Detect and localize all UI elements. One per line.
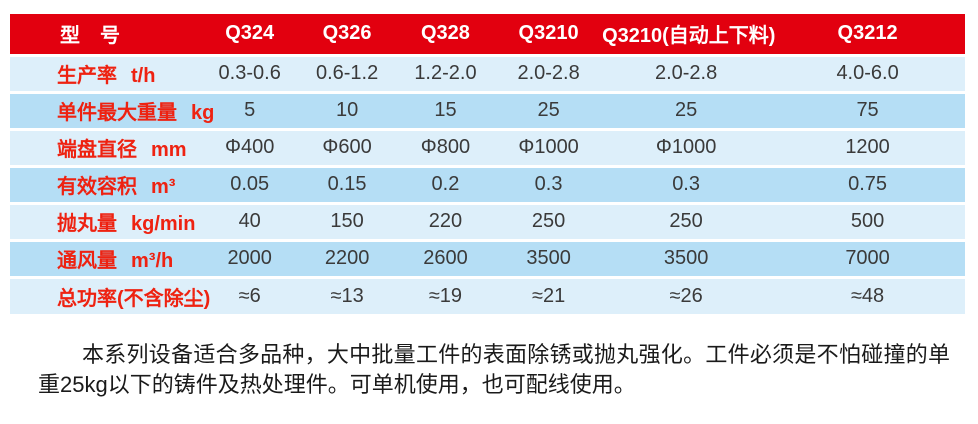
row-label: 生产率 t/h (10, 55, 201, 92)
cell-value: 75 (856, 99, 879, 121)
cell-value: 0.75 (848, 173, 888, 195)
row-unit: mm (151, 139, 187, 161)
cell-value: 4.0-6.0 (836, 62, 899, 84)
row-unit: m³/h (131, 250, 174, 272)
model-header-q3210-auto: Q3210(自动上下料) (602, 25, 776, 48)
table-row-shot-flow: 抛丸量 kg/min 40 150 220 250 250 500 (10, 203, 965, 240)
table-row-effective-volume: 有效容积 m³ 0.05 0.15 0.2 0.3 0.3 0.75 (10, 166, 965, 203)
row-label: 有效容积 m³ (10, 166, 201, 203)
cell-value: ≈13 (330, 284, 364, 307)
cell-value: 25 (674, 99, 698, 121)
row-label-text: 单件最大重量 (57, 102, 177, 124)
cell-value: 25 (537, 99, 560, 121)
spec-table-body: 生产率 t/h 0.3-0.6 0.6-1.2 1.2-2.0 2.0-2.8 2… (10, 55, 965, 314)
table-row-ventilation: 通风量 m³/h 2000 2200 2600 3500 3500 7000 (10, 240, 965, 277)
row-unit: kg/min (131, 213, 196, 235)
cell-value: 0.2 (431, 173, 460, 195)
spec-table-wrap: 型 号 Q324 Q326 Q328 Q3210 Q3210(自动上下料) Q3… (10, 14, 965, 314)
row-label: 总功率(不含除尘) (10, 277, 210, 314)
cell-value: 250 (669, 210, 703, 232)
cell-value: 2000 (227, 247, 272, 269)
cell-value: Φ400 (225, 136, 275, 158)
cell-value: 5 (244, 99, 256, 121)
model-header-q326: Q326 (322, 22, 372, 45)
cell-value: 0.3 (672, 173, 700, 195)
row-label-text: 总功率(不含除尘) (57, 287, 211, 310)
cell-value: 0.6-1.2 (315, 62, 379, 84)
cell-value: 220 (428, 210, 463, 232)
row-label: 抛丸量 kg/min (10, 203, 201, 240)
row-unit: m³ (151, 176, 176, 198)
cell-value: 0.3-0.6 (218, 62, 281, 84)
spec-table-header: 型 号 Q324 Q326 Q328 Q3210 Q3210(自动上下料) Q3… (10, 14, 965, 55)
cell-value: ≈21 (531, 284, 566, 307)
cell-value: 40 (238, 210, 261, 232)
cell-value: 150 (330, 210, 364, 232)
table-row-max-piece-weight: 单件最大重量 kg 5 10 15 25 25 75 (10, 92, 965, 129)
cell-value: 2.0-2.8 (654, 62, 718, 84)
model-header-q3212: Q3212 (837, 22, 898, 45)
model-header-q328: Q328 (420, 22, 470, 45)
cell-value: ≈48 (850, 284, 885, 307)
row-unit: t/h (131, 65, 156, 87)
description-paragraph: 本系列设备适合多品种，大中批量工件的表面除锈或抛丸强化。工件必须是不怕碰撞的单重… (38, 342, 950, 397)
row-label: 通风量 m³/h (10, 240, 201, 277)
cell-value: Φ1000 (518, 136, 579, 158)
table-row-disc-diameter: 端盘直径 mm Φ400 Φ600 Φ800 Φ1000 Φ1000 1200 (10, 129, 965, 166)
cell-value: 2200 (324, 247, 370, 269)
model-label-header: 型 号 (60, 25, 120, 48)
cell-value: 1200 (845, 136, 890, 158)
row-label-text: 抛丸量 (57, 213, 117, 235)
cell-value: Φ1000 (655, 136, 717, 158)
cell-value: 0.05 (230, 173, 270, 195)
cell-value: ≈26 (669, 284, 703, 307)
row-unit: kg (191, 102, 215, 124)
cell-value: 500 (850, 210, 885, 232)
table-row-total-power: 总功率(不含除尘) ≈6 ≈13 ≈19 ≈21 ≈26 ≈48 (10, 277, 965, 314)
cell-value: 3500 (663, 247, 709, 269)
model-header-q3210: Q3210 (518, 22, 579, 45)
cell-value: 0.3 (534, 173, 563, 195)
header-row: 型 号 Q324 Q326 Q328 Q3210 Q3210(自动上下料) Q3… (10, 14, 965, 55)
cell-value: 3500 (526, 247, 571, 269)
cell-value: 1.2-2.0 (414, 62, 477, 84)
cell-value: 10 (335, 99, 359, 121)
cell-value: 0.15 (327, 173, 367, 195)
cell-value: 2.0-2.8 (517, 62, 580, 84)
row-label: 端盘直径 mm (10, 129, 201, 166)
row-label-text: 有效容积 (57, 176, 137, 198)
row-label-text: 通风量 (57, 250, 117, 272)
cell-value: ≈6 (238, 284, 261, 307)
row-label: 单件最大重量 kg (10, 92, 214, 129)
cell-value: Φ800 (420, 136, 471, 158)
row-label-text: 生产率 (57, 65, 117, 87)
cell-value: 7000 (845, 247, 890, 269)
spec-table: 型 号 Q324 Q326 Q328 Q3210 Q3210(自动上下料) Q3… (10, 14, 965, 314)
table-row-productivity: 生产率 t/h 0.3-0.6 0.6-1.2 1.2-2.0 2.0-2.8 2… (10, 55, 965, 92)
cell-value: ≈19 (428, 284, 463, 307)
cell-value: Φ600 (322, 136, 372, 158)
cell-value: 15 (434, 99, 457, 121)
cell-value: 250 (531, 210, 566, 232)
cell-value: 2600 (423, 247, 468, 269)
row-label-text: 端盘直径 (57, 139, 137, 161)
model-header-q324: Q324 (225, 22, 275, 45)
